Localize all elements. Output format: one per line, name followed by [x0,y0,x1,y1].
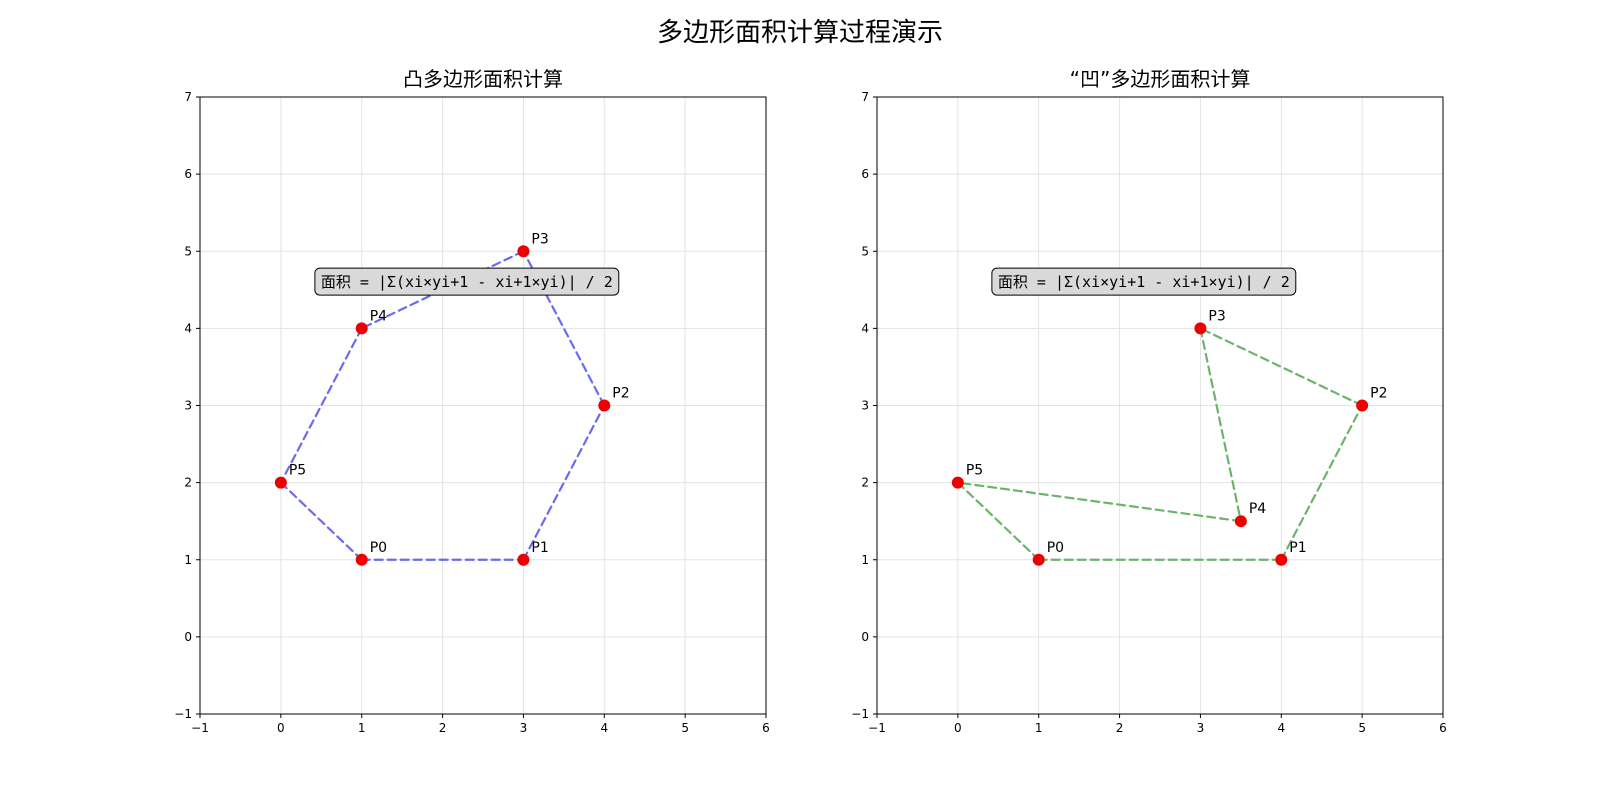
polygon-edge-p4-p5 [279,327,363,484]
vertex-p2 [598,399,611,412]
polygon-edge-p3-p4 [360,250,525,330]
vertex-label-p4: P4 [370,308,387,324]
y-tick-label: 5 [861,244,869,258]
panel-title: 凸多边形面积计算 [403,67,563,91]
vertex-label-p1: P1 [1289,540,1306,556]
vertex-p0 [355,553,368,566]
y-tick-label: 6 [861,167,869,181]
x-tick-label: 5 [681,721,689,735]
polygon-edge-p4-p5 [956,481,1242,523]
x-tick-label: −1 [868,721,886,735]
vertex-label-p3: P3 [1208,308,1225,324]
vertex-label-p4: P4 [1249,501,1266,517]
formula-text: 面积 = |Σ(xi×yi+1 - xi+1×yi)| / 2 [998,273,1290,291]
x-tick-label: 0 [277,721,285,735]
x-tick-label: 3 [1197,721,1205,735]
y-tick-label: 4 [184,321,192,335]
y-tick-label: 0 [861,630,869,644]
formula-annotation: 面积 = |Σ(xi×yi+1 - xi+1×yi)| / 2 [314,267,620,296]
y-tick-label: 7 [861,90,869,104]
formula-text: 面积 = |Σ(xi×yi+1 - xi+1×yi)| / 2 [321,273,613,291]
x-tick-label: 6 [1439,721,1447,735]
vertex-p5 [274,476,287,489]
y-tick-label: −1 [851,707,869,721]
y-tick-label: 4 [861,321,869,335]
formula-box [314,267,620,296]
vertex-p4 [355,322,368,335]
polygon-edge-p5-p0 [956,481,1040,561]
y-tick-label: 2 [861,476,869,490]
vertex-label-p5: P5 [966,463,983,479]
polygon-edge-p1-p2 [522,404,606,561]
x-tick-label: 3 [520,721,528,735]
x-tick-label: 0 [954,721,962,735]
x-tick-label: 4 [600,721,608,735]
x-tick-label: 6 [762,721,770,735]
chart-panel-1: −1 0 1 2 3 4 5 6 −1 0 1 2 3 4 5 6 7 凸多边形面积计算 P0 P1 P2 P3 P4 P5 面… [174,67,770,735]
formula-box [991,267,1297,296]
vertex-label-p0: P0 [370,540,387,556]
vertex-p1 [1275,553,1288,566]
y-tick-label: 6 [184,167,192,181]
x-tick-label: −1 [191,721,209,735]
x-tick-label: 5 [1358,721,1366,735]
x-tick-label: 2 [1116,721,1124,735]
vertex-p3 [1194,322,1207,335]
panel-title: “凹”多边形面积计算 [1070,67,1251,91]
polygon-edge-p3-p4 [1199,327,1242,523]
y-tick-label: 7 [184,90,192,104]
vertex-p4 [1234,515,1247,528]
y-tick-label: 3 [861,399,869,413]
y-tick-label: 5 [184,244,192,258]
chart-panel-2: −1 0 1 2 3 4 5 6 −1 0 1 2 3 4 5 6 7 “凹”多边形面积计算 P0 P1 P2 P3 P4 P… [851,67,1447,735]
vertex-p1 [517,553,530,566]
y-tick-label: 1 [861,553,869,567]
x-tick-label: 1 [1035,721,1043,735]
figure-title: 多边形面积计算过程演示 [656,18,943,48]
vertex-p2 [1356,399,1369,412]
vertex-label-p1: P1 [531,540,548,556]
y-tick-label: −1 [174,707,192,721]
y-tick-label: 2 [184,476,192,490]
y-tick-label: 3 [184,399,192,413]
vertex-label-p3: P3 [531,231,548,247]
formula-annotation: 面积 = |Σ(xi×yi+1 - xi+1×yi)| / 2 [991,267,1297,296]
y-tick-label: 0 [184,630,192,644]
x-tick-label: 1 [358,721,366,735]
polygon-edge-p5-p0 [279,481,363,561]
vertex-label-p0: P0 [1047,540,1064,556]
y-tick-label: 1 [184,553,192,567]
vertex-p5 [951,476,964,489]
polygon-edge-p1-p2 [1280,404,1364,561]
x-tick-label: 4 [1277,721,1285,735]
x-tick-label: 2 [439,721,447,735]
vertex-p0 [1032,553,1045,566]
vertex-p3 [517,245,530,258]
vertex-label-p2: P2 [612,386,629,402]
vertex-label-p2: P2 [1370,386,1387,402]
polygon-edge-p2-p3 [1199,327,1364,407]
vertex-label-p5: P5 [289,463,306,479]
